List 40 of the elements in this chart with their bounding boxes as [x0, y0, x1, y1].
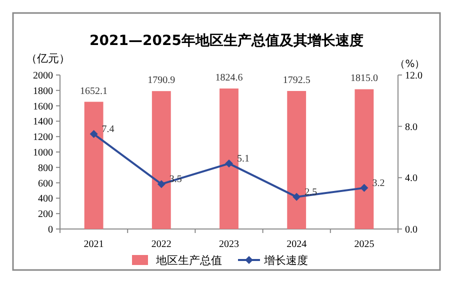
- y-tick-label: 1000: [33, 148, 53, 158]
- x-tick-label: 2021: [84, 239, 104, 250]
- y-tick-label: 1200: [33, 132, 53, 144]
- y2-tick-label: 8.0: [405, 122, 418, 133]
- y-tick-label: 2000: [33, 70, 53, 82]
- y-tick-label: 1600: [33, 101, 53, 112]
- bar: [84, 102, 104, 229]
- y2-axis-title: （%）: [395, 59, 425, 70]
- bar: [354, 89, 374, 229]
- y-tick-label: 1800: [33, 86, 53, 97]
- y-axis-title: （亿元）: [26, 52, 70, 65]
- point: [90, 130, 98, 138]
- y-tick-label: 1400: [33, 116, 53, 128]
- legend-label: 地区生产总值: [155, 254, 222, 267]
- point: [225, 160, 233, 168]
- y2-tick-label: 4.0: [405, 173, 418, 184]
- y-tick-label: 200: [38, 209, 53, 220]
- x-tick-label: 2025: [354, 239, 374, 250]
- chart-title: 2021—2025年地区生产总值及其增长速度: [90, 32, 364, 49]
- x-tick-label: 2022: [151, 239, 172, 250]
- data-label: 1792.5: [282, 74, 310, 86]
- data-label: 1824.6: [215, 72, 243, 84]
- x-tick-label: 2024: [286, 239, 307, 250]
- y-tick-label: 400: [38, 194, 53, 205]
- x-tick-label: 2023: [219, 239, 239, 250]
- y2-tick-label: 12.0: [405, 70, 422, 82]
- point: [360, 184, 368, 192]
- y2-tick-label: 0.0: [405, 224, 418, 236]
- y-tick-label: 0: [48, 224, 53, 236]
- data-label: 1790.9: [148, 75, 176, 86]
- data-label: 1652.1: [80, 86, 108, 97]
- point: [292, 192, 301, 201]
- data-label: 1815.0: [350, 73, 378, 84]
- y-tick-label: 600: [38, 178, 53, 190]
- bar: [220, 88, 238, 229]
- legend-label: 增长速度: [263, 254, 308, 267]
- y-tick-label: 800: [38, 162, 53, 174]
- bar: [287, 90, 306, 229]
- point: [157, 180, 166, 188]
- bar: [152, 91, 171, 229]
